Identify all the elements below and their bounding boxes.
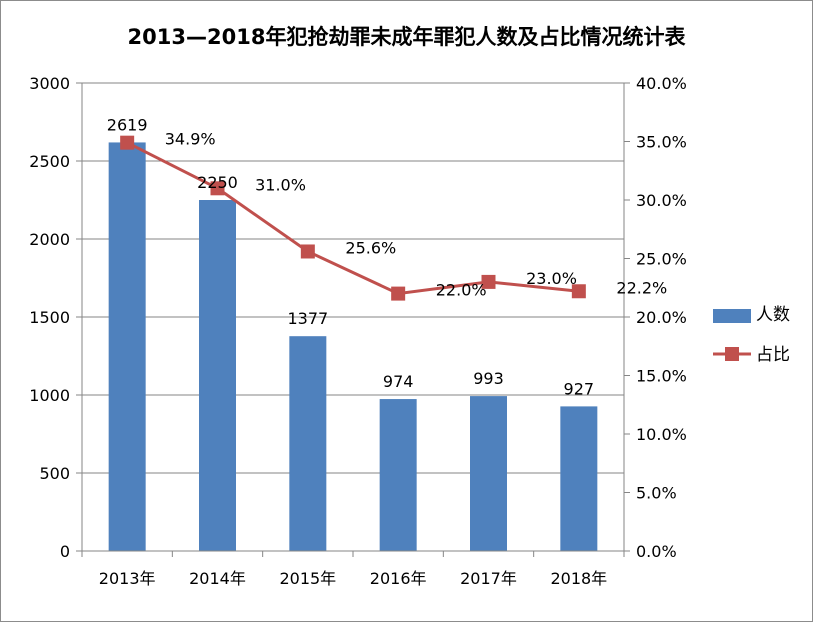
bar-value-label: 927	[564, 379, 595, 398]
line-series	[120, 135, 586, 301]
y-left-tick-label: 2500	[29, 152, 70, 171]
x-tick-label: 2017年	[460, 569, 517, 588]
y-right-tick-label: 20.0%	[636, 308, 687, 327]
line-marker	[300, 244, 315, 259]
axes: 0 500 1000 1500 2000 2500 3000 0.0% 5.0% 10.0% 15.…	[29, 74, 687, 588]
line-value-label: 22.2%	[616, 278, 667, 297]
y-left-tick-label: 2000	[29, 230, 70, 249]
bar-value-label: 1377	[287, 309, 328, 328]
bar	[108, 142, 146, 551]
y-right-tick-label: 40.0%	[636, 74, 687, 93]
y-left-tick-label: 500	[39, 464, 70, 483]
x-tick-label: 2016年	[370, 569, 427, 588]
line-marker	[481, 274, 496, 289]
data-labels: 2619 2250 1377 974 993 927 34.9% 31.0% 25.6% 22.0…	[107, 115, 667, 398]
line-value-label: 23.0%	[526, 269, 577, 288]
y-right-tick-label: 5.0%	[636, 484, 677, 503]
x-tick-label: 2014年	[189, 569, 246, 588]
x-tick-label: 2018年	[550, 569, 607, 588]
y-left-tick-label: 0	[60, 542, 70, 561]
line-marker	[210, 181, 225, 196]
y-right-tick-label: 35.0%	[636, 133, 687, 152]
legend-line-label: 占比	[756, 345, 790, 365]
y-right-tick-label: 25.0%	[636, 250, 687, 269]
line-marker	[571, 284, 586, 299]
y-left-tick-label: 1000	[29, 386, 70, 405]
y-right-tick-label: 15.0%	[636, 367, 687, 386]
bar-value-label: 993	[473, 369, 504, 388]
bar	[289, 336, 327, 551]
bar-value-label: 2619	[107, 115, 148, 134]
line-marker	[120, 135, 135, 150]
y-right-tick-label: 30.0%	[636, 191, 687, 210]
line-value-label: 25.6%	[345, 238, 396, 257]
bar-value-label: 974	[383, 372, 414, 391]
bar-series	[108, 142, 598, 551]
line-marker	[391, 286, 406, 301]
gridlines	[82, 82, 624, 474]
bar	[470, 396, 507, 551]
legend-bar-label: 人数	[756, 305, 790, 325]
y-right-tick-label: 0.0%	[636, 542, 677, 561]
y-left-tick-label: 3000	[29, 74, 70, 93]
bar	[199, 200, 236, 551]
chart-title: 2013—2018年犯抢劫罪未成年罪犯人数及占比情况统计表	[127, 25, 686, 49]
line-path	[126, 141, 579, 296]
legend-bar-swatch	[713, 309, 751, 323]
legend-line-marker	[725, 347, 739, 361]
bar	[560, 406, 598, 551]
y-right-tick-label: 10.0%	[636, 425, 687, 444]
line-value-label: 34.9%	[165, 130, 216, 149]
y-left-tick-label: 1500	[29, 308, 70, 327]
x-tick-label: 2015年	[279, 569, 336, 588]
bar-value-label: 2250	[197, 173, 238, 192]
x-tick-label: 2013年	[99, 569, 156, 588]
line-value-label: 31.0%	[255, 175, 306, 194]
bar	[379, 399, 417, 551]
line-value-label: 22.0%	[436, 281, 487, 300]
